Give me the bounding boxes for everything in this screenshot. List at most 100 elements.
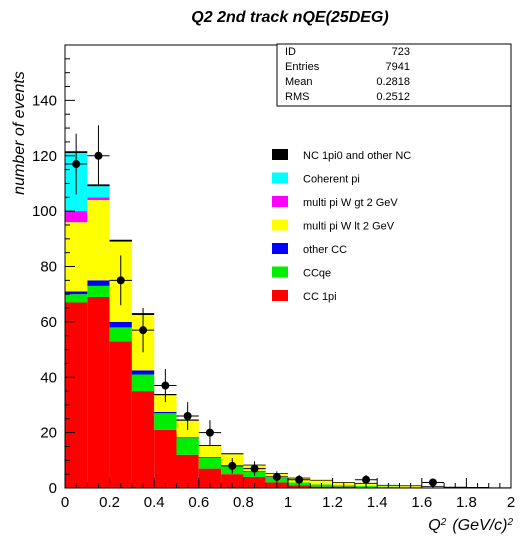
bar-segment — [87, 200, 110, 281]
stats-box-frame — [276, 43, 512, 107]
legend-swatch — [272, 266, 288, 278]
stats-label: Mean — [285, 76, 313, 88]
x-axis-title-main: Q — [428, 517, 440, 534]
x-axis-title-unit-sup: 2 — [506, 517, 513, 528]
legend: NC 1pi0 and other NC Coherent pi multi pi … — [272, 149, 411, 303]
stats-value: 0.2512 — [376, 91, 410, 103]
x-tick-label: 2 — [507, 494, 515, 511]
x-tick-label: 1.2 — [322, 494, 343, 511]
y-tick-label: 120 — [32, 148, 57, 165]
bar-segment — [87, 280, 110, 286]
data-point — [250, 464, 259, 473]
y-tick-label: 40 — [40, 369, 57, 386]
bar-segment — [109, 321, 132, 328]
x-axis-title-unit: (GeV/c) — [452, 517, 507, 534]
bar-segment — [154, 429, 177, 488]
stats-value: 723 — [392, 46, 410, 58]
bar-segment — [176, 454, 199, 488]
bar-segment — [65, 211, 88, 223]
bar-segment — [131, 370, 155, 375]
x-axis: 0 0.2 0.4 0.6 0.8 1 1.2 1.4 1.6 1.8 2 — [61, 478, 515, 511]
bar-segment — [243, 476, 266, 488]
y-tick-label: 0 — [49, 480, 57, 497]
legend-label: CC 1pi — [303, 291, 337, 303]
data-point — [205, 428, 214, 437]
bar-segment — [87, 296, 110, 488]
data-point — [362, 475, 371, 484]
bar-segment — [65, 222, 88, 292]
bar-segment — [154, 413, 177, 430]
bar-segment — [65, 291, 88, 295]
bar-segment — [87, 197, 110, 201]
bar-segment — [198, 468, 222, 488]
legend-label: CCqe — [303, 268, 331, 280]
bar-segment — [154, 395, 177, 412]
bar-segment — [87, 285, 110, 297]
bar-segment — [131, 374, 155, 392]
x-tick-label: 1.6 — [411, 494, 432, 511]
data-point — [272, 472, 281, 481]
y-axis-title: number of events — [11, 71, 28, 195]
y-tick-label: 60 — [40, 314, 57, 331]
chart-title: Q2 2nd track nQE(25DEG) — [191, 9, 388, 26]
data-point — [161, 381, 170, 390]
data-point — [72, 160, 81, 169]
x-tick-label: 0.6 — [188, 494, 209, 511]
y-axis: 0 20 40 60 80 100 120 140 — [32, 44, 75, 497]
bar-segment — [154, 411, 177, 414]
bar-segment — [87, 186, 110, 198]
legend-label: multi pi W gt 2 GeV — [303, 197, 398, 209]
bar-segment — [109, 341, 132, 488]
legend-label: Coherent pi — [303, 174, 360, 186]
legend-label: NC 1pi0 and other NC — [303, 150, 411, 162]
legend-swatch — [272, 149, 288, 160]
data-point — [116, 276, 125, 285]
legend-swatch — [272, 172, 288, 184]
y-tick-label: 100 — [32, 203, 57, 220]
data-points — [65, 125, 445, 487]
y-tick-label: 20 — [40, 425, 57, 442]
data-point — [94, 151, 103, 160]
data-point — [228, 461, 237, 470]
legend-label: other CC — [303, 244, 347, 256]
legend-label: multi pi W lt 2 GeV — [303, 221, 395, 233]
x-tick-label: 1.8 — [456, 494, 477, 511]
bar-segment — [176, 438, 199, 455]
bar-segment — [221, 474, 244, 488]
bar-segment — [109, 327, 132, 342]
stats-label: RMS — [285, 91, 309, 103]
bar-segment — [131, 391, 155, 488]
legend-swatch — [272, 290, 288, 301]
legend-swatch — [272, 219, 288, 231]
x-tick-label: 0.2 — [99, 494, 120, 511]
data-point — [183, 412, 192, 421]
x-axis-title: Q2 (GeV/c)2 — [428, 517, 513, 535]
bar-segment — [176, 437, 199, 439]
bar-segment — [109, 240, 132, 242]
bar-segment — [198, 457, 222, 469]
x-tick-label: 1 — [284, 494, 292, 511]
data-point — [428, 478, 437, 487]
stats-label: ID — [285, 46, 296, 58]
stats-label: Entries — [285, 61, 320, 73]
stats-box: ID 723 Entries 7941 Mean 0.2818 RMS 0.2512 — [276, 43, 512, 107]
stats-value: 0.2818 — [376, 76, 410, 88]
legend-swatch — [272, 196, 288, 207]
bar-segment — [310, 480, 333, 485]
data-point — [295, 475, 304, 484]
bar-segment — [65, 294, 88, 303]
stats-value: 7941 — [386, 61, 410, 73]
y-tick-label: 140 — [32, 92, 57, 109]
bar-segment — [198, 456, 222, 458]
x-tick-label: 1.4 — [367, 494, 388, 511]
data-point — [139, 326, 148, 335]
x-tick-label: 0 — [61, 494, 69, 511]
bar-segment — [65, 302, 88, 488]
y-tick-label: 80 — [40, 259, 57, 276]
x-tick-label: 0.4 — [144, 494, 165, 511]
x-tick-label: 0.8 — [233, 494, 254, 511]
bar-segment — [198, 445, 222, 457]
legend-swatch — [272, 243, 288, 254]
x-axis-title-sup: 2 — [440, 517, 447, 528]
